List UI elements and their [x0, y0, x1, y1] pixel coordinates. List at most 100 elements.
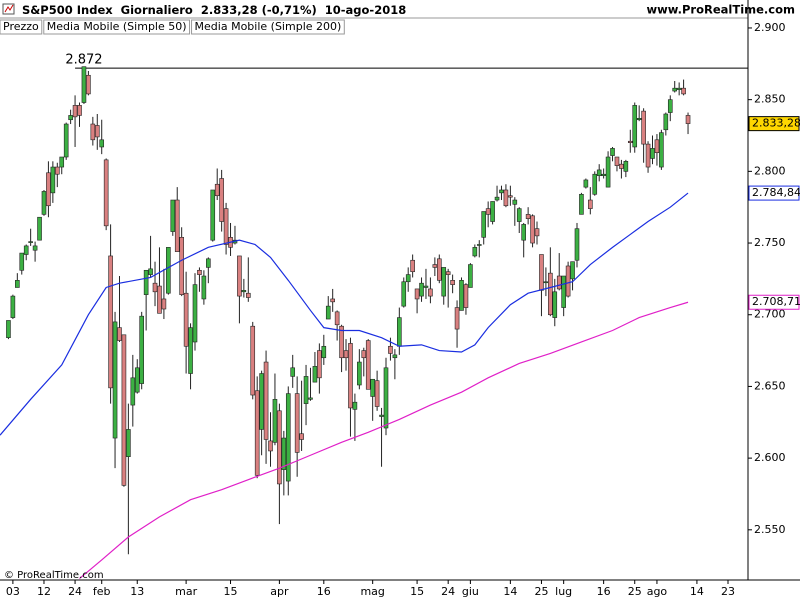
candle-body	[268, 440, 273, 452]
candle-body	[23, 245, 29, 255]
candle-body	[294, 393, 300, 453]
candle-body	[623, 161, 629, 172]
y-tick-label: 2.650	[754, 379, 786, 392]
candle-body	[663, 113, 669, 131]
candle-body	[219, 178, 224, 222]
candle-body	[210, 189, 216, 241]
candle-body	[197, 269, 202, 275]
candle-body	[81, 66, 87, 103]
candle-body	[383, 367, 389, 429]
y-tick-label: 2.900	[754, 21, 786, 34]
candle-body	[290, 367, 296, 377]
last-value-label: 2.833,28	[752, 117, 800, 130]
candle-body	[250, 325, 256, 396]
last-quote: 2.833,28 (-0,71%)	[201, 3, 317, 17]
candle-body	[539, 254, 544, 291]
candle-body	[303, 376, 309, 404]
candle-body	[614, 156, 620, 166]
candle-body	[641, 110, 646, 145]
candle-body	[201, 275, 207, 300]
x-tick-label: 24	[68, 585, 82, 598]
candle-body	[143, 269, 149, 295]
header-bar	[0, 0, 800, 18]
candle-body	[192, 284, 198, 343]
candle-body	[410, 259, 415, 273]
candle-body	[605, 156, 611, 188]
candle-body	[277, 410, 282, 485]
candle-body	[134, 367, 140, 393]
candle-body	[63, 123, 69, 158]
candle-body	[432, 264, 438, 268]
candle-body	[428, 288, 433, 297]
candle-body	[112, 321, 118, 439]
candle-body	[619, 163, 624, 169]
candle-body	[490, 201, 495, 222]
candle-body	[41, 191, 47, 215]
legend-label: Prezzo	[3, 20, 39, 33]
date: 10-ago-2018	[325, 3, 406, 17]
candle-body	[419, 282, 424, 297]
x-tick-label: mag	[360, 585, 384, 598]
candle-body	[681, 87, 686, 95]
x-tick-label: 24	[441, 585, 455, 598]
candle-body	[99, 139, 105, 148]
candle-body	[530, 215, 535, 244]
y-tick-label: 2.700	[754, 308, 786, 321]
candle-body	[348, 343, 353, 409]
last-value-label: 2.784,84	[752, 186, 800, 199]
candle-body	[570, 261, 575, 280]
candle-body	[632, 105, 638, 148]
candle-body	[521, 224, 526, 241]
candle-body	[317, 350, 322, 379]
period: Giornaliero	[121, 3, 193, 17]
legend-label: Media Mobile (Simple 50)	[47, 20, 187, 33]
candle-body	[445, 271, 451, 275]
candle-body	[574, 228, 580, 261]
candle-body	[161, 298, 167, 310]
candle-body	[525, 214, 531, 219]
candle-body	[596, 169, 602, 176]
candle-body	[263, 361, 269, 440]
x-tick-label: mar	[175, 585, 197, 598]
candle-body	[281, 437, 287, 470]
candle-body	[157, 285, 162, 314]
chart-title: S&P500 Index Giornaliero 2.833,28 (-0,71%)…	[22, 3, 406, 17]
candle-body	[472, 247, 478, 257]
candle-body	[450, 280, 455, 285]
candle-body	[627, 140, 633, 143]
candle-body	[392, 354, 398, 359]
candle-body	[245, 292, 251, 298]
candle-body	[650, 148, 655, 159]
candle-body	[152, 282, 158, 293]
candle-body	[343, 350, 349, 359]
candle-body	[206, 258, 211, 268]
candle-body	[77, 105, 82, 116]
candle-body	[548, 272, 553, 316]
candle-body	[436, 258, 442, 281]
plot-area: 2.872	[0, 53, 748, 580]
candle-body	[54, 166, 60, 175]
candle-body	[183, 292, 189, 347]
legend-label: Media Mobile (Simple 200)	[195, 20, 342, 33]
candle-body	[121, 334, 127, 486]
candle-body	[610, 148, 615, 156]
candle-body	[423, 285, 429, 288]
candle-body	[516, 208, 522, 222]
candle-body	[543, 281, 549, 284]
last-value-label: 2.708,71	[752, 295, 800, 308]
candle-body	[223, 208, 229, 245]
source: www.ProRealTime.com	[646, 3, 795, 17]
candle-body	[28, 241, 33, 243]
y-tick-label: 2.850	[754, 93, 786, 106]
candle-body	[59, 156, 65, 168]
legend: Prezzo Media Mobile (Simple 50) Media Mobi…	[0, 19, 345, 35]
legend-box	[43, 19, 191, 35]
candle-body	[685, 115, 691, 124]
candle-body	[285, 393, 291, 482]
candle-body	[352, 401, 358, 410]
candle-body	[552, 291, 558, 318]
candle-body	[174, 199, 180, 252]
candle-body	[86, 74, 91, 95]
icon	[2, 3, 15, 15]
